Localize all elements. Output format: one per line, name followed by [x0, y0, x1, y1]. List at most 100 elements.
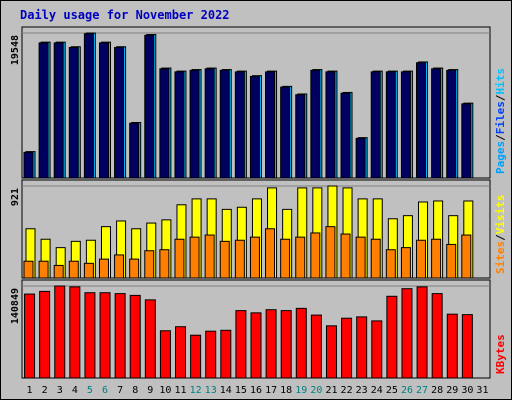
- day-label-9: 9: [147, 385, 153, 396]
- day-label-19: 19: [295, 385, 307, 396]
- day-label-1: 1: [27, 385, 33, 396]
- chart-title: Daily usage for November 2022: [20, 8, 230, 22]
- bar-files-day-29: [446, 69, 457, 179]
- bar-sites-day-14: [219, 240, 230, 279]
- panel-kbytes-legend: KBytes: [494, 334, 507, 374]
- bar-kbytes-day-6: [99, 292, 111, 379]
- bar-files-day-13: [204, 68, 215, 179]
- day-axis: 1 2 3 4 5 6 7 8 9 10 11 12 13 14 15 16 17 18 19 20 21 22 23 24 2…: [27, 385, 489, 396]
- day-label-21: 21: [325, 385, 337, 396]
- bar-files-day-2: [38, 42, 49, 179]
- bar-files-day-28: [431, 68, 442, 179]
- bar-sites-day-17: [265, 228, 276, 279]
- bar-kbytes-day-3: [54, 285, 66, 379]
- bar-kbytes-day-8: [129, 294, 141, 379]
- bar-sites-day-4: [68, 260, 79, 279]
- bar-sites-day-8: [129, 258, 140, 279]
- day-label-12: 12: [190, 385, 202, 396]
- bar-sites-day-22: [340, 233, 351, 279]
- bar-files-day-22: [340, 92, 351, 179]
- bar-sites-day-19: [295, 236, 306, 279]
- bar-kbytes-day-21: [325, 325, 337, 379]
- bar-kbytes-day-1: [24, 293, 36, 379]
- day-label-3: 3: [57, 385, 63, 396]
- day-label-4: 4: [72, 385, 78, 396]
- day-label-31: 31: [476, 385, 488, 396]
- bar-files-day-14: [219, 69, 230, 179]
- day-label-10: 10: [159, 385, 171, 396]
- bar-sites-day-1: [23, 260, 34, 279]
- bar-files-day-24: [370, 71, 381, 179]
- bar-kbytes-day-7: [114, 293, 126, 379]
- day-label-6: 6: [102, 385, 108, 396]
- day-label-15: 15: [235, 385, 247, 396]
- day-label-16: 16: [250, 385, 262, 396]
- bar-files-day-19: [295, 94, 306, 179]
- bar-sites-day-16: [249, 236, 260, 279]
- bar-sites-day-2: [38, 260, 49, 279]
- bar-sites-day-3: [53, 264, 64, 279]
- bar-files-day-17: [265, 71, 276, 179]
- day-label-13: 13: [205, 385, 217, 396]
- bar-kbytes-day-4: [69, 286, 81, 379]
- bar-kbytes-day-22: [341, 317, 353, 379]
- legend-pages: Pages: [494, 141, 507, 174]
- bar-files-day-23: [355, 137, 366, 179]
- legend-files: Files: [494, 101, 507, 134]
- bar-kbytes-day-18: [280, 310, 292, 379]
- bar-sites-day-6: [98, 258, 109, 279]
- bar-sites-day-28: [431, 238, 442, 279]
- bar-files-day-11: [174, 71, 185, 179]
- day-label-5: 5: [87, 385, 93, 396]
- bar-kbytes-day-28: [431, 293, 443, 379]
- bar-kbytes-day-25: [386, 295, 398, 379]
- bar-kbytes-day-14: [220, 329, 232, 379]
- day-label-2: 2: [42, 385, 48, 396]
- bar-kbytes-day-5: [84, 292, 96, 379]
- bar-files-day-3: [53, 42, 64, 179]
- bar-files-day-15: [234, 71, 245, 179]
- bar-sites-day-15: [234, 239, 245, 279]
- day-label-7: 7: [117, 385, 123, 396]
- bar-files-day-6: [98, 42, 109, 179]
- legend-visits: Visits: [494, 195, 507, 235]
- day-label-18: 18: [280, 385, 292, 396]
- bar-sites-day-12: [189, 236, 200, 279]
- bar-files-day-20: [310, 69, 321, 179]
- day-label-24: 24: [371, 385, 383, 396]
- bar-kbytes-day-9: [144, 299, 156, 379]
- bar-files-day-7: [114, 46, 125, 179]
- day-label-22: 22: [341, 385, 353, 396]
- bar-kbytes-day-11: [175, 326, 187, 379]
- bar-files-day-1: [23, 151, 34, 179]
- bar-kbytes-day-17: [265, 309, 277, 379]
- bar-sites-day-25: [385, 249, 396, 279]
- bar-files-day-21: [325, 71, 336, 179]
- day-label-27: 27: [416, 385, 428, 396]
- bar-sites-day-27: [416, 239, 427, 279]
- bar-files-day-30: [461, 103, 472, 179]
- bar-kbytes-day-20: [310, 314, 322, 379]
- bar-kbytes-day-12: [190, 334, 202, 379]
- bar-kbytes-day-24: [371, 320, 383, 379]
- bar-kbytes-day-15: [235, 310, 247, 379]
- bar-sites-day-24: [370, 238, 381, 279]
- day-label-14: 14: [220, 385, 232, 396]
- panel-visits-ymax-label: 921: [10, 188, 21, 206]
- bar-files-day-26: [400, 71, 411, 179]
- bar-sites-day-21: [325, 226, 336, 279]
- bar-files-day-4: [68, 46, 79, 179]
- bar-sites-day-5: [83, 262, 94, 279]
- panel-hits-legend: Pages/Files/Hits: [494, 68, 507, 174]
- bar-files-day-16: [249, 75, 260, 179]
- bar-kbytes-day-10: [159, 330, 171, 379]
- bar-kbytes-day-13: [205, 330, 217, 379]
- bar-kbytes-day-26: [401, 288, 413, 379]
- day-label-29: 29: [446, 385, 458, 396]
- day-label-26: 26: [401, 385, 413, 396]
- bar-sites-day-20: [310, 232, 321, 279]
- bar-files-day-10: [159, 68, 170, 179]
- bar-kbytes-day-2: [39, 290, 51, 379]
